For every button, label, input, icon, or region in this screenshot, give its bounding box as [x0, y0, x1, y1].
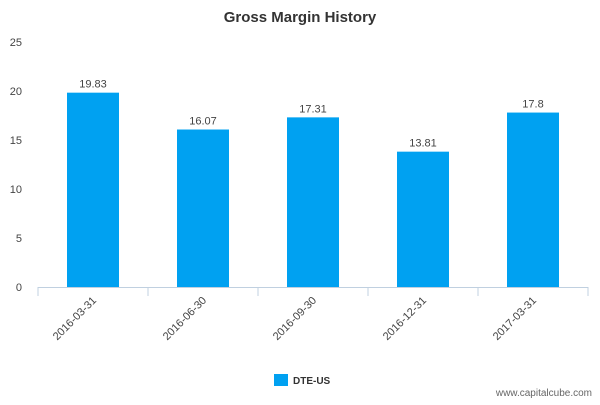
bar-2016-06-30[interactable]	[177, 129, 229, 287]
data-label-2016-09-30: 17.31	[299, 103, 327, 115]
bar-2016-03-31[interactable]	[67, 92, 119, 287]
y-tick-label: 15	[10, 135, 22, 147]
y-axis: 0 5 10 15 20 25	[10, 37, 22, 294]
y-tick-label: 20	[10, 86, 22, 98]
x-tick-label-2016-12-31: 2016-12-31	[381, 295, 429, 343]
legend[interactable]: DTE-US	[274, 374, 331, 387]
bar-2016-12-31[interactable]	[397, 151, 449, 287]
data-label-2016-03-31: 19.83	[79, 79, 107, 91]
legend-label-dte-us: DTE-US	[293, 376, 331, 387]
y-tick-label: 10	[10, 184, 22, 196]
data-label-2017-03-31: 17.8	[522, 99, 543, 111]
x-tick-label-2016-06-30: 2016-06-30	[161, 295, 209, 343]
watermark-text[interactable]: www.capitalcube.com	[495, 388, 592, 399]
x-tick-label-2016-03-31: 2016-03-31	[51, 295, 99, 343]
y-tick-label: 5	[16, 233, 22, 245]
chart-title: Gross Margin History	[224, 9, 377, 26]
bar-2016-09-30[interactable]	[287, 117, 339, 287]
y-tick-label: 25	[10, 37, 22, 49]
data-label-2016-06-30: 16.07	[189, 116, 217, 128]
x-tick-label-2017-03-31: 2017-03-31	[491, 295, 539, 343]
data-labels: 19.83 16.07 17.31 13.81 17.8	[79, 79, 543, 150]
y-tick-label: 0	[16, 282, 22, 294]
x-axis	[37, 287, 589, 296]
bar-2017-03-31[interactable]	[507, 112, 559, 287]
x-tick-label-2016-09-30: 2016-09-30	[271, 295, 319, 343]
legend-swatch	[274, 374, 288, 386]
x-tick-labels: 2016-03-31 2016-06-30 2016-09-30 2016-12-31…	[51, 295, 539, 343]
data-label-2016-12-31: 13.81	[409, 138, 437, 150]
bar-series	[67, 92, 559, 287]
